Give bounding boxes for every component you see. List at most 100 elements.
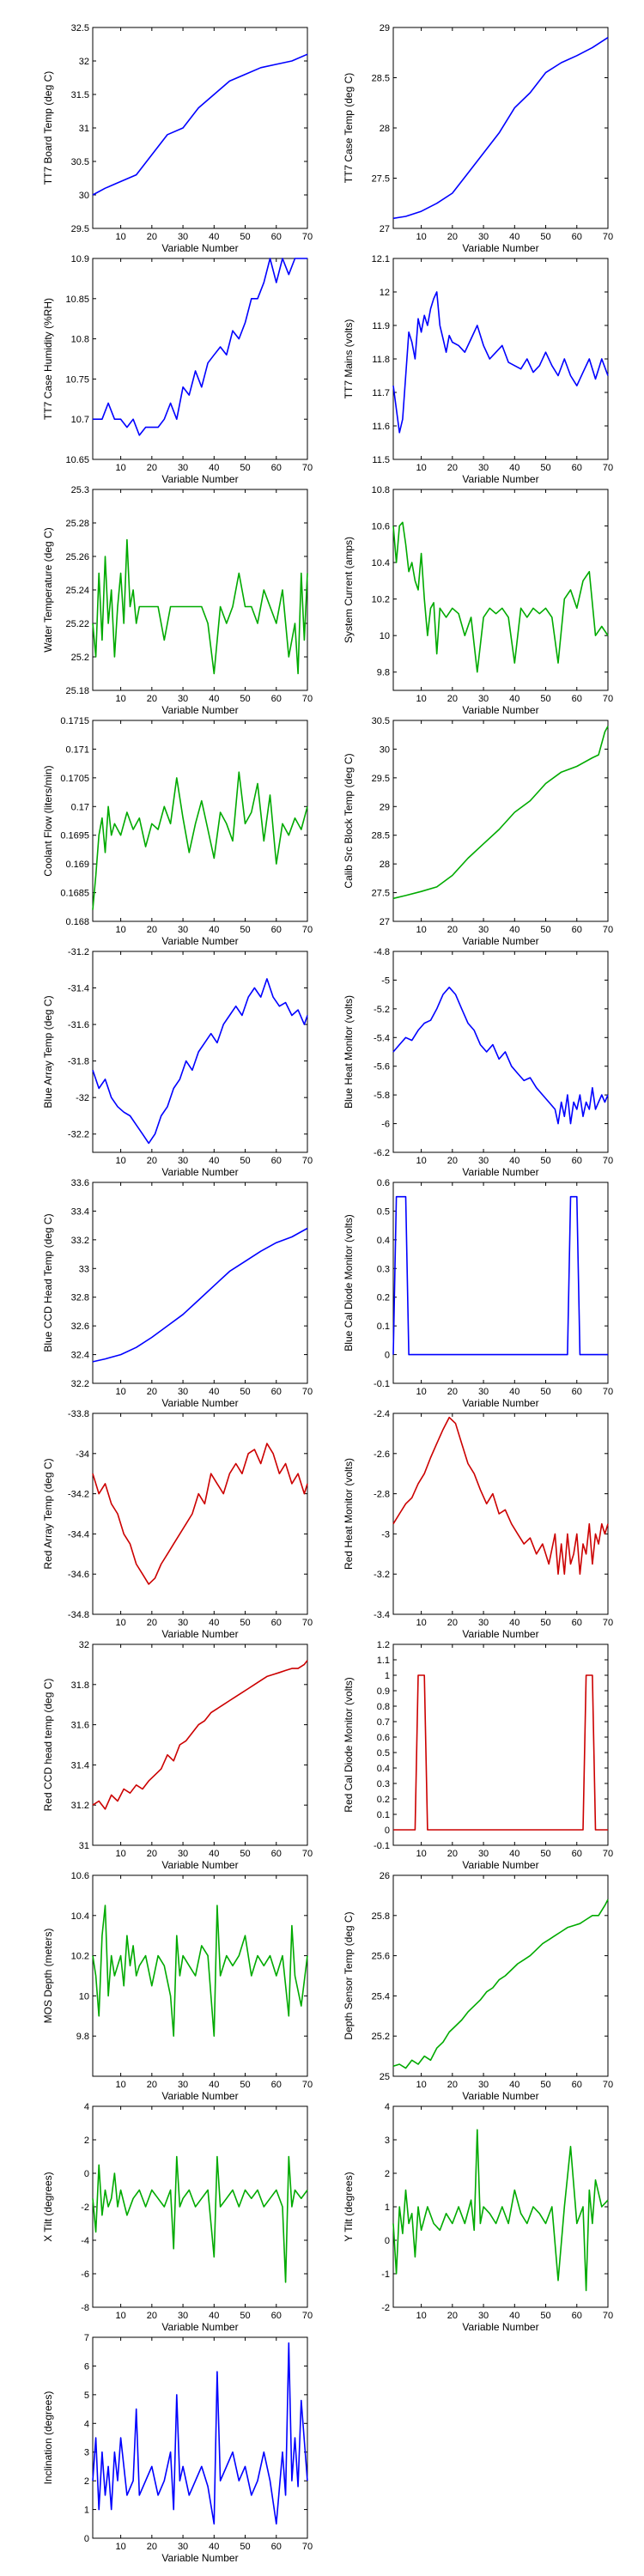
y-tick-label: 27.5 (372, 889, 390, 899)
y-tick-label: 28 (380, 124, 390, 134)
y-tick-label: 32.8 (71, 1293, 89, 1303)
x-tick-label: 70 (603, 2311, 613, 2321)
x-tick-label: 10 (115, 2311, 125, 2321)
y-tick-label: 0.6 (377, 1178, 390, 1188)
chart-8: 10 20 30 40 50 60 70 27 27.5 28 28.5 29 29.5 30 30.5 Va… (343, 716, 613, 947)
x-tick-label: 60 (271, 2542, 282, 2552)
x-tick-label: 60 (271, 2311, 282, 2321)
x-tick-label: 70 (603, 1849, 613, 1859)
y-tick-label: -34.4 (68, 1529, 89, 1540)
y-tick-label: -31.6 (68, 1020, 89, 1030)
y-tick-label: 11.5 (372, 455, 390, 465)
y-tick-label: -34.6 (68, 1570, 89, 1580)
y-tick-label: 2 (385, 2169, 390, 2179)
series-line (92, 978, 308, 1145)
y-tick-label: -6.2 (374, 1148, 390, 1158)
y-tick-label: -31.8 (68, 1057, 89, 1067)
x-tick-label: 40 (509, 1618, 519, 1628)
x-tick-label: 10 (416, 1618, 426, 1628)
y-tick-label: 0 (84, 2169, 89, 2179)
x-tick-label: 70 (302, 463, 313, 473)
x-tick-label: 20 (447, 925, 458, 935)
y-tick-label: 4 (84, 2102, 89, 2112)
y-axis-label: Blue Heat Monitor (volts) (343, 995, 355, 1109)
x-tick-label: 70 (603, 1156, 613, 1166)
x-tick-label: 20 (447, 1849, 458, 1859)
x-tick-label: 60 (572, 463, 582, 473)
x-tick-label: 50 (240, 2542, 250, 2552)
y-tick-label: 25.24 (65, 586, 89, 596)
x-tick-label: 40 (509, 694, 519, 704)
x-tick-label: 40 (209, 2542, 219, 2552)
x-tick-label: 50 (240, 925, 250, 935)
x-tick-label: 20 (447, 1387, 458, 1397)
y-tick-label: 10.2 (71, 1952, 89, 1962)
chart-19: 10 20 30 40 50 60 70 -8 -6 -4 -2 0 2 4 Variable Number… (42, 2102, 313, 2333)
x-tick-label: 10 (416, 694, 426, 704)
x-axis-label: Variable Number (161, 473, 238, 485)
y-tick-label: -2.4 (374, 1409, 390, 1419)
x-tick-label: 10 (115, 1387, 125, 1397)
x-tick-label: 30 (478, 232, 489, 242)
x-tick-label: 40 (509, 925, 519, 935)
x-tick-label: 10 (115, 1849, 125, 1859)
y-tick-label: 0.6 (377, 1733, 390, 1743)
y-tick-label: 30.5 (372, 716, 390, 726)
y-tick-label: -2.8 (374, 1490, 390, 1500)
y-tick-label: 1.2 (377, 1640, 390, 1650)
y-tick-label: 1 (385, 2202, 390, 2213)
x-tick-label: 60 (572, 232, 582, 242)
x-tick-label: 60 (572, 1387, 582, 1397)
x-tick-label: 10 (115, 1156, 125, 1166)
y-tick-label: 10.9 (71, 254, 89, 264)
x-tick-label: 50 (240, 1849, 250, 1859)
y-tick-label: 30 (380, 744, 390, 755)
plot-frame (92, 1643, 308, 1846)
y-tick-label: 0 (84, 2534, 89, 2544)
x-tick-label: 60 (572, 694, 582, 704)
y-tick-label: -3.4 (374, 1610, 390, 1620)
y-axis-label: Coolant Flow (liters/min) (42, 765, 54, 876)
x-axis-label: Variable Number (462, 2321, 538, 2333)
y-tick-label: 31.2 (71, 1801, 89, 1811)
x-tick-label: 70 (302, 2311, 313, 2321)
y-axis-label: TT7 Case Humidity (%RH) (42, 298, 54, 420)
y-tick-label: 10.8 (71, 335, 89, 345)
y-tick-label: 2 (84, 2476, 89, 2487)
y-tick-label: 33.4 (71, 1206, 89, 1217)
x-tick-label: 40 (509, 1156, 519, 1166)
plot-frame (92, 1413, 308, 1615)
x-tick-label: 10 (115, 2542, 125, 2552)
y-tick-label: 7 (84, 2333, 89, 2343)
y-tick-label: 3 (84, 2448, 89, 2458)
x-axis-label: Variable Number (462, 2090, 538, 2102)
x-tick-label: 10 (416, 232, 426, 242)
x-tick-label: 20 (447, 694, 458, 704)
y-tick-label: -34 (76, 1449, 89, 1460)
x-tick-label: 40 (509, 2080, 519, 2090)
plot-frame (92, 2105, 308, 2308)
plot-frame (392, 720, 609, 922)
x-tick-label: 30 (178, 2080, 188, 2090)
x-tick-label: 30 (178, 463, 188, 473)
series-line (92, 1660, 308, 1810)
x-tick-label: 10 (416, 2080, 426, 2090)
x-axis-label: Variable Number (161, 1397, 238, 1409)
y-tick-label: 25.22 (65, 619, 89, 629)
x-tick-label: 70 (603, 1618, 613, 1628)
y-tick-label: 0.1 (377, 1810, 390, 1820)
series-line (393, 1674, 608, 1831)
y-axis-label: TT7 Board Temp (deg C) (42, 71, 54, 185)
y-tick-label: -8 (81, 2303, 89, 2313)
x-tick-label: 50 (540, 1849, 550, 1859)
y-tick-label: 32.5 (71, 23, 89, 33)
chart-9: 10 20 30 40 50 60 70 -32.2 -32 -31.8 -31.6 -31.4 -31… (42, 947, 313, 1178)
series-line (92, 1905, 308, 2037)
y-tick-label: 31.6 (71, 1721, 89, 1731)
x-tick-label: 10 (115, 1618, 125, 1628)
x-tick-label: 60 (572, 1849, 582, 1859)
y-tick-label: 10.8 (372, 485, 390, 495)
y-tick-label: 6 (84, 2361, 89, 2372)
x-tick-label: 10 (115, 925, 125, 935)
